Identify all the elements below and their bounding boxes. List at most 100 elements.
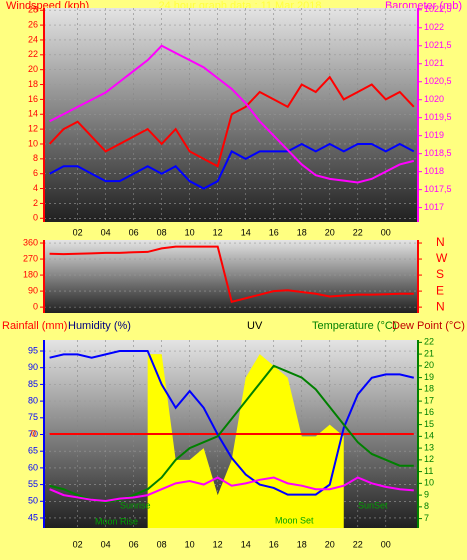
x-tick-label: 04 [101, 227, 111, 237]
y2-tick-label: 19 [424, 372, 434, 382]
line [49, 44, 415, 184]
y-tick-label: 55 [28, 479, 38, 489]
y2-tick-label: 1019 [424, 130, 444, 140]
dewpoint-label: Dew Point (°C) [392, 320, 465, 332]
temperature-label: Temperature (°C) [312, 320, 396, 332]
annotation: SunSet [358, 500, 388, 510]
y-tick-label: 85 [28, 379, 38, 389]
y-tick-label: 6 [33, 168, 38, 178]
y-tick-label: 16 [28, 94, 38, 104]
y-tick-label: 22 [28, 49, 38, 59]
y2-tick-label: 16 [424, 407, 434, 417]
line [48, 75, 415, 168]
y2-tick-label: E [436, 283, 444, 297]
x-tick-label: 02 [73, 227, 83, 237]
y2-tick-label: 1017,5 [424, 184, 452, 194]
line [49, 350, 415, 496]
y-tick-label: 95 [28, 345, 38, 355]
line [49, 476, 414, 502]
y2-tick-label: 1022,5 [424, 4, 452, 14]
x-tick-label: 16 [269, 539, 279, 549]
x-tick-label: 08 [157, 539, 167, 549]
x-tick-label: 10 [185, 539, 195, 549]
y-tick-label: 60 [28, 462, 38, 472]
x-tick-label: 12 [213, 227, 223, 237]
x-tick-label: 12 [213, 539, 223, 549]
annotation: Moon Rise [95, 516, 138, 526]
y-tick-label: 28 [28, 5, 38, 15]
y2-tick-label: N [436, 235, 445, 249]
rainfall-label: Rainfall (mm) [2, 320, 67, 332]
y2-tick-label: 9 [424, 489, 429, 499]
y2-tick-label: 14 [424, 431, 434, 441]
x-tick-label: 18 [297, 539, 307, 549]
x-tick-label: 20 [325, 539, 335, 549]
uv-label: UV [247, 320, 263, 332]
x-tick-label: 16 [269, 227, 279, 237]
y-tick-label: 70 [28, 429, 38, 439]
y2-tick-label: 1018,5 [424, 148, 452, 158]
y-tick-label: 14 [28, 109, 38, 119]
x-tick-label: 04 [101, 539, 111, 549]
y2-tick-label: 22 [424, 337, 434, 347]
x-tick-label: 00 [381, 539, 391, 549]
barometer-label: Barometer (mb) [385, 0, 462, 12]
y2-tick-label: S [436, 267, 444, 281]
x-tick-label: 22 [353, 539, 363, 549]
y-tick-label: 80 [28, 395, 38, 405]
y-tick-label: 0 [33, 301, 38, 311]
line [49, 245, 414, 303]
y2-tick-label: 1021,5 [424, 40, 452, 50]
y-tick-label: 18 [28, 79, 38, 89]
y2-tick-label: N [436, 299, 445, 313]
y-tick-label: 65 [28, 446, 38, 456]
x-tick-label: 10 [185, 227, 195, 237]
x-tick-label: 14 [241, 539, 251, 549]
x-tick-label: 22 [353, 227, 363, 237]
x-tick-label: 02 [73, 539, 83, 549]
y2-tick-label: 1017 [424, 202, 444, 212]
y2-tick-label: 1018 [424, 166, 444, 176]
y-tick-label: 75 [28, 412, 38, 422]
y-tick-label: 24 [28, 34, 38, 44]
y2-tick-label: 15 [424, 419, 434, 429]
annotation: Sunrise [120, 500, 151, 510]
y2-tick-label: 13 [424, 442, 434, 452]
y2-tick-label: 7 [424, 513, 429, 523]
x-tick-label: 08 [157, 227, 167, 237]
y-tick-label: 50 [28, 496, 38, 506]
y2-tick-label: 18 [424, 384, 434, 394]
y-tick-label: 360 [23, 237, 38, 247]
line [49, 364, 414, 504]
x-tick-label: 18 [297, 227, 307, 237]
x-tick-label: 14 [241, 227, 251, 237]
y-tick-label: 2 [33, 198, 38, 208]
y2-tick-label: 11 [424, 466, 433, 476]
x-tick-label: 00 [381, 227, 391, 237]
y2-tick-label: 12 [424, 454, 434, 464]
y-tick-label: 26 [28, 19, 38, 29]
y-tick-label: 270 [23, 253, 38, 263]
y2-tick-label: 17 [424, 395, 434, 405]
y-tick-label: 8 [33, 153, 38, 163]
y-tick-label: 90 [28, 285, 38, 295]
annotation: Moon Set [275, 515, 314, 525]
y2-tick-label: 1021 [424, 58, 444, 68]
x-tick-label: 06 [129, 227, 139, 237]
y-tick-label: 45 [28, 512, 38, 522]
y2-tick-label: 1020,5 [424, 76, 452, 86]
y-tick-label: 4 [33, 183, 38, 193]
y2-tick-label: W [436, 251, 448, 265]
y2-tick-label: 10 [424, 478, 434, 488]
x-tick-label: 20 [325, 227, 335, 237]
windspeed-label: Windspeed (kph) [6, 0, 89, 12]
chart-title: 24 hour graph data : 11 Mar 2018 [158, 0, 321, 12]
y2-tick-label: 21 [424, 348, 434, 358]
y2-tick-label: 20 [424, 360, 434, 370]
y3-tick-label: 0 [31, 428, 36, 438]
y2-tick-label: 1019,5 [424, 112, 452, 122]
y2-tick-label: 1022 [424, 22, 444, 32]
y2-tick-label: 8 [424, 501, 429, 511]
y-tick-label: 10 [28, 138, 38, 148]
